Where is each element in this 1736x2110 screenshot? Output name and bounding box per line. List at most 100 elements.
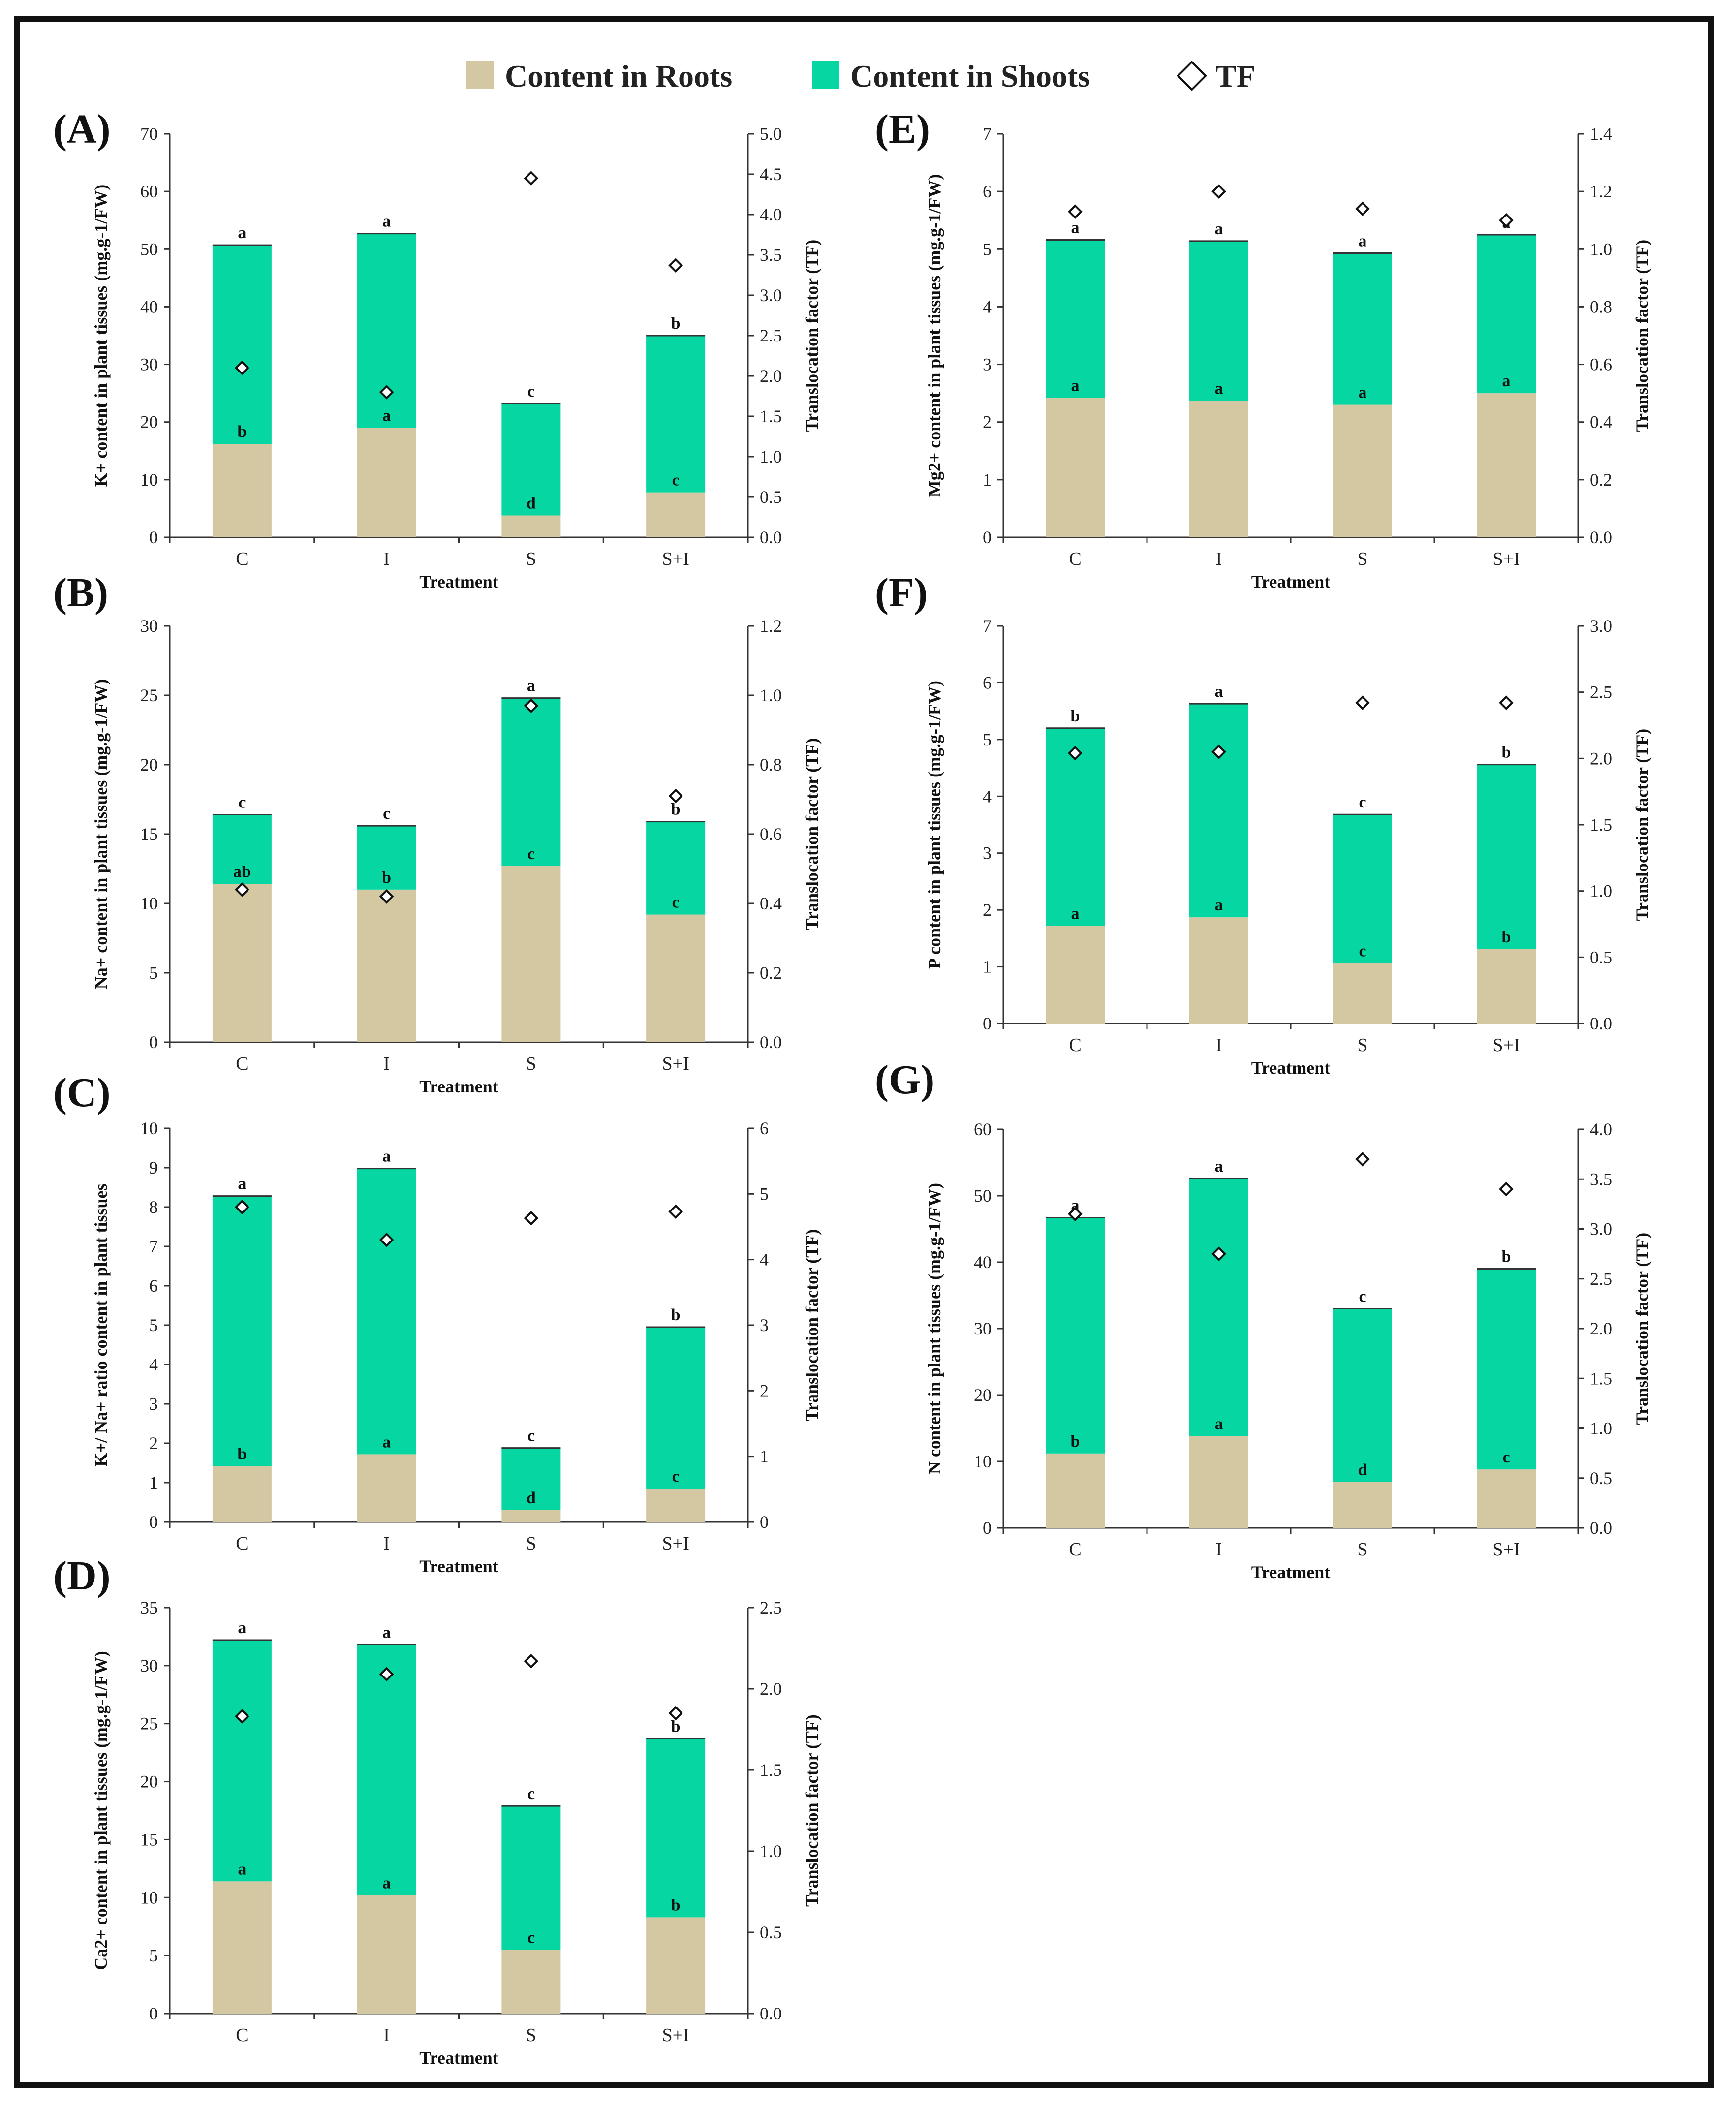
x-tick-label: I <box>383 1054 390 1074</box>
y-tick-label: 10 <box>140 1118 158 1138</box>
shoots-significance-letter: a <box>1215 220 1223 238</box>
shoots-significance-letter: c <box>238 794 246 812</box>
shoots-significance-letter: a <box>382 1623 391 1642</box>
panel-d: (D) 0 5 10 15 20 25 30 35 0.0 0.5 1.0 1.5 2.0 2.5 Ca2+ … <box>53 1553 822 2068</box>
tf-marker <box>1211 1246 1226 1261</box>
bar-roots <box>1333 404 1392 537</box>
y-axis-title: K+/ Na+ ratio content in plant tissues <box>91 1183 111 1466</box>
y2-tick-label: 1.5 <box>760 406 782 426</box>
tf-marker <box>524 698 539 713</box>
roots-significance-letter: b <box>1071 1432 1080 1451</box>
y2-axis-title: Translocation factor (TF) <box>802 1714 822 1907</box>
figure-border <box>14 16 1714 2088</box>
y2-tick-label: 0.5 <box>760 1923 782 1942</box>
roots-significance-letter: b <box>237 423 247 441</box>
y2-tick-label: 1.5 <box>1590 1368 1612 1388</box>
roots-significance-letter: d <box>527 1489 536 1507</box>
bar-shoots <box>1046 1217 1105 1454</box>
y2-tick-label: 3.0 <box>1590 1219 1612 1239</box>
y-tick-label: 4 <box>983 297 992 316</box>
bar-roots <box>1477 1469 1536 1528</box>
shoots-significance-letter: c <box>527 382 535 401</box>
x-tick-label: I <box>1216 1035 1222 1055</box>
y2-tick-label: 0.0 <box>760 2004 782 2023</box>
y2-tick-label: 0.2 <box>1590 470 1612 490</box>
x-tick-label: C <box>236 1054 248 1074</box>
y-tick-label: 60 <box>140 182 158 201</box>
y2-axis-title: Translocation factor (TF) <box>802 738 822 931</box>
y2-tick-label: 2.5 <box>1590 1269 1612 1289</box>
y-tick-label: 6 <box>983 182 992 201</box>
roots-significance-letter: a <box>382 406 391 425</box>
roots-significance-letter: a <box>238 1860 246 1878</box>
tf-marker <box>524 1654 539 1669</box>
tf-marker <box>235 360 249 375</box>
y-tick-label: 20 <box>140 412 158 432</box>
y-tick-label: 5 <box>149 1315 158 1335</box>
x-tick-label: S+I <box>662 1533 689 1554</box>
y2-tick-label: 1 <box>760 1447 769 1466</box>
bar-shoots <box>212 245 272 444</box>
bar-roots <box>1046 926 1105 1024</box>
shoots-significance-letter: b <box>671 1306 681 1324</box>
x-tick-label: I <box>383 1533 390 1554</box>
legend: Content in Roots Content in Shoots TF <box>466 59 1256 93</box>
x-tick-label: S+I <box>1492 1539 1519 1560</box>
bar-shoots <box>646 1738 706 1918</box>
bar-roots <box>212 1881 272 2014</box>
y2-tick-label: 5 <box>760 1184 769 1204</box>
y-tick-label: 5 <box>983 730 992 749</box>
bar-roots <box>646 1917 706 2014</box>
y-tick-label: 40 <box>140 297 158 316</box>
bar-shoots <box>1333 814 1392 963</box>
legend-tf-label: TF <box>1215 59 1256 93</box>
y2-axis-title: Translocation factor (TF) <box>1632 1233 1652 1425</box>
panel-c-label: (C) <box>53 1070 111 1116</box>
y2-tick-label: 1.5 <box>760 1760 782 1780</box>
y-tick-label: 2 <box>149 1433 158 1453</box>
bar-roots <box>1046 398 1105 537</box>
y2-tick-label: 4.0 <box>1590 1119 1612 1139</box>
tf-marker <box>668 1706 683 1721</box>
bar-roots <box>357 428 416 537</box>
x-tick-label: C <box>1069 1539 1081 1560</box>
y-tick-label: 4 <box>149 1355 158 1374</box>
legend-shoots-swatch <box>812 61 839 89</box>
bar-shoots <box>1477 764 1536 949</box>
x-tick-label: S+I <box>1492 1035 1519 1055</box>
shoots-significance-letter: c <box>1359 1288 1366 1306</box>
x-tick-label: S <box>526 1533 536 1554</box>
bar-roots <box>501 866 561 1042</box>
shoots-significance-letter: b <box>1502 1248 1511 1266</box>
y-tick-label: 30 <box>140 355 158 374</box>
y-tick-label: 1 <box>149 1473 158 1492</box>
y-tick-label: 30 <box>140 1656 158 1676</box>
bar-roots <box>646 914 706 1042</box>
bar-shoots <box>501 1806 561 1950</box>
roots-significance-letter: c <box>1359 942 1366 961</box>
roots-significance-letter: a <box>1359 384 1367 402</box>
tf-marker <box>1068 1207 1083 1221</box>
bar-shoots <box>501 1448 561 1510</box>
tf-marker <box>1211 745 1226 759</box>
y2-tick-label: 1.0 <box>1590 1419 1612 1438</box>
x-tick-label: S <box>526 1054 536 1074</box>
y2-tick-label: 0.4 <box>760 894 782 913</box>
panel-g: (G) 0 10 20 30 40 50 60 0.0 0.5 1.0 1.5 2.0 2.5 3.0 3.5… <box>875 1057 1652 1582</box>
x-axis-title: Treatment <box>419 2048 498 2068</box>
y2-tick-label: 2.5 <box>760 326 782 345</box>
bar-roots <box>1189 1436 1248 1528</box>
y-tick-label: 10 <box>140 470 158 490</box>
y2-tick-label: 1.0 <box>1590 881 1612 901</box>
panel-e: (E) 0 1 2 3 4 5 6 7 0.0 0.2 0.4 0.6 0.8 1.0 1.2 1.4 Mg2+ … <box>875 106 1652 591</box>
y-tick-label: 60 <box>974 1119 992 1139</box>
bar-shoots <box>357 1168 416 1455</box>
y2-tick-label: 0.6 <box>1590 355 1612 374</box>
shoots-significance-letter: b <box>1502 744 1511 762</box>
y-tick-label: 30 <box>974 1319 992 1338</box>
y-tick-label: 3 <box>983 843 992 863</box>
roots-significance-letter: c <box>672 1467 680 1486</box>
y-tick-label: 0 <box>149 528 158 547</box>
x-tick-label: S <box>526 2025 536 2046</box>
tf-marker <box>524 171 539 186</box>
